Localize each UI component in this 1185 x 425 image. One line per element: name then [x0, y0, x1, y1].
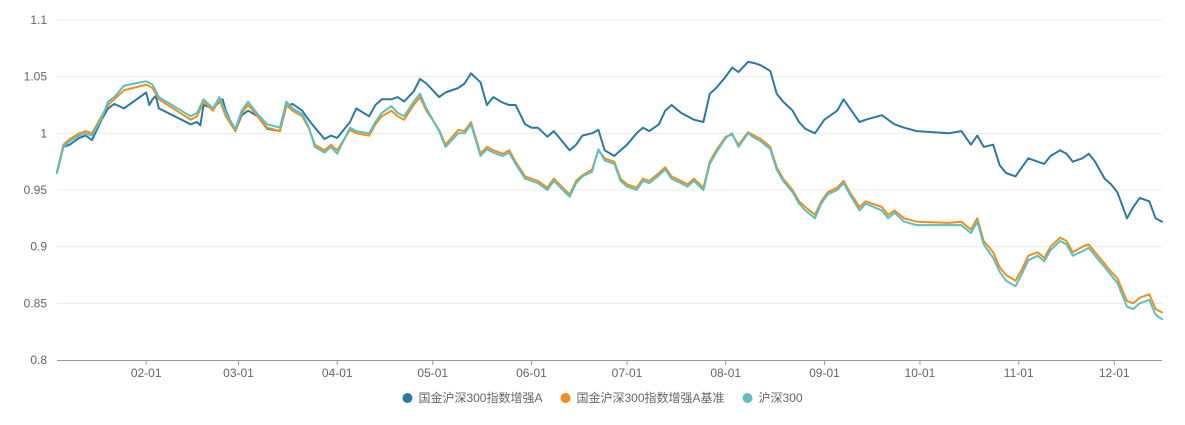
x-tick-label: 09-01 [809, 366, 840, 380]
x-tick-label: 03-01 [223, 366, 254, 380]
y-tick-label: 0.9 [30, 240, 47, 254]
series-line-3 [56, 80, 1163, 321]
series-line-2 [56, 83, 1163, 314]
legend-item-3[interactable]: 沪深300 [742, 391, 803, 405]
legend-label: 国金沪深300指数增强A [418, 390, 542, 405]
y-tick-label: 0.95 [24, 183, 48, 197]
x-tick-label: 07-01 [612, 366, 643, 380]
x-tick-label: 11-01 [1004, 366, 1034, 380]
series-line-1 [56, 60, 1163, 223]
x-tick-label: 02-01 [131, 366, 162, 380]
axes: 0.8 0.85 0.9 0.95 1 1.05 1.1 02-01 03-01 04-01 05-… [24, 13, 1162, 380]
y-tick-label: 0.85 [24, 296, 48, 310]
x-tick-label: 04-01 [322, 366, 353, 380]
grid-lines [57, 19, 1162, 304]
legend-marker [402, 393, 413, 403]
legend-item-1[interactable]: 国金沪深300指数增强A [402, 390, 542, 405]
y-tick-label: 1.1 [30, 13, 47, 27]
legend-label: 沪深300 [759, 391, 803, 405]
legend: 国金沪深300指数增强A 国金沪深300指数增强A基准 沪深300 [402, 390, 803, 405]
legend-item-2[interactable]: 国金沪深300指数增强A基准 [560, 390, 725, 405]
x-tick-label: 05-01 [417, 366, 448, 380]
x-tick-label: 06-01 [516, 366, 547, 380]
legend-label: 国金沪深300指数增强A基准 [576, 390, 724, 405]
series-lines [56, 60, 1163, 321]
x-tick-label: 08-01 [710, 366, 741, 380]
y-tick-label: 1.05 [24, 70, 48, 84]
legend-marker [742, 393, 753, 403]
y-tick-label: 0.8 [30, 353, 47, 367]
x-tick-label: 10-01 [905, 366, 936, 380]
x-tick-label: 12-01 [1099, 366, 1130, 380]
legend-marker [560, 393, 571, 403]
y-tick-label: 1 [40, 126, 47, 140]
